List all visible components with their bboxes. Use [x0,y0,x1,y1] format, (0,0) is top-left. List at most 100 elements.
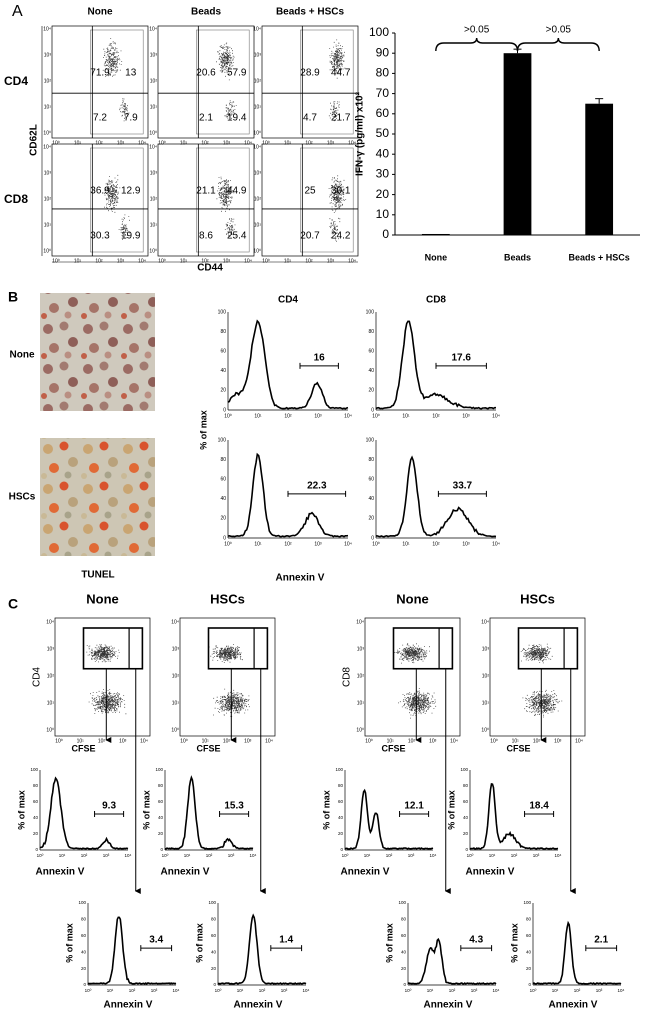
x-tick-label: 10⁴ [138,258,146,264]
y-tick-label: 10² [357,673,365,679]
y-tick-label: 10⁴ [43,26,51,32]
y-tick-label: 10⁴ [149,26,157,32]
y-tick-label: 10¹ [357,700,365,706]
y-tick-label: 10⁰ [149,248,157,254]
image-caption: TUNEL [81,570,114,581]
x-tick-label: 10¹ [59,853,66,858]
y-tick-label: 20 [81,966,87,971]
x-tick-label: 10⁴ [244,258,252,264]
x-tick-label: 10¹ [74,140,82,146]
histogram-curve [227,452,349,538]
row-label: HSCs [9,492,36,503]
x-tick-label: 10¹ [202,738,210,744]
plot-frame [51,25,149,139]
axis-label: CD44 [197,263,223,274]
quadrant-value: 30.1 [331,186,351,197]
gate-bar [524,811,555,817]
y-tick-label: 10⁰ [171,727,179,733]
y-tick-label: 100 [460,767,468,772]
significance-bracket [516,37,600,52]
x-tick-label: 10¹ [254,413,262,419]
y-tick-label: 20 [376,187,390,201]
x-tick-label: 10³ [327,140,335,146]
y-tick-label: 20 [220,516,226,522]
panel-label: C [8,596,18,612]
y-tick-label: 10⁴ [253,144,261,150]
plot-frame [179,617,276,737]
x-tick-label: 10⁰ [490,738,498,744]
tunel-image-hscs [40,438,155,556]
y-tick-label: 0 [223,535,226,541]
plot-frame [54,617,151,737]
x-tick-label: 10³ [228,853,235,858]
quadrant-value: 25.4 [227,230,247,241]
y-tick-label: 80 [526,917,532,922]
y-tick-label: 90 [376,45,390,59]
plot-frame [51,143,149,257]
y-tick-label: 10⁴ [46,619,54,625]
x-tick-label: 10⁰ [530,988,537,993]
x-axis-label: CFSE [71,743,95,753]
y-tick-label: 10⁰ [356,727,364,733]
y-tick-label: 80 [368,329,374,335]
x-tick-label: 10⁰ [52,258,60,264]
y-tick-label: 80 [220,457,226,463]
x-tick-label: 10³ [151,988,158,993]
histogram-curve [227,319,349,410]
x-tick-label: 10³ [327,258,335,264]
y-tick-label: 80 [376,66,390,80]
column-header: Beads [191,7,221,18]
y-tick-label: 20 [158,831,164,836]
x-tick-label: 10¹ [254,541,262,547]
y-tick-label: 60 [376,106,390,120]
y-tick-label: 80 [211,917,217,922]
y-tick-label: 20 [463,831,469,836]
gate-value: 33.7 [453,481,473,492]
axis-label: % of max [446,790,456,830]
column-header: CD4 [278,295,298,306]
axis-label: % of max [16,790,26,830]
x-tick-label: 10⁰ [342,853,349,858]
x-tick-label: 10³ [462,541,470,547]
x-tick-label: 10³ [223,140,231,146]
y-tick-label: 40 [220,368,226,374]
y-tick-label: 10⁴ [356,619,364,625]
y-tick-label: 80 [158,783,164,788]
y-tick-label: 20 [33,831,39,836]
y-tick-label: 20 [368,516,374,522]
gate-bar [299,362,339,369]
y-tick-label: 0 [83,982,86,987]
y-tick-label: 20 [338,831,344,836]
axis-label: Annexin V [36,867,85,878]
y-tick-label: 0 [223,407,226,413]
plot-frame [261,25,359,139]
x-tick-label: 10² [432,541,440,547]
y-tick-label: 20 [220,388,226,394]
gate-value: 15.3 [224,801,244,812]
gate-value: 16 [314,353,326,364]
y-tick-label: 10³ [44,170,52,176]
y-axis-label: IFN-γ (pg/ml) x10² [355,91,366,176]
x-tick-label: 10² [284,413,292,419]
quadrant-value: 30.3 [90,230,110,241]
quadrant-value: 21.7 [331,112,351,123]
y-tick-label: 40 [368,496,374,502]
y-tick-label: 40 [463,815,469,820]
quadrant-value: 2.1 [199,112,213,123]
y-tick-label: 10⁰ [43,130,51,136]
y-tick-label: 10² [172,673,180,679]
x-tick-label: 10⁴ [575,738,583,744]
x-tick-label: 10¹ [77,738,85,744]
x-tick-label: 10⁰ [224,413,232,419]
gate-bar [460,945,493,952]
quadrant-value: 25 [304,186,316,197]
y-tick-label: 10¹ [44,222,52,228]
gate-value: 18.4 [529,801,549,812]
y-tick-label: 0 [340,847,343,852]
x-tick-label: 10² [305,140,313,146]
y-tick-label: 40 [158,815,164,820]
x-tick-label: 10⁴ [492,541,500,547]
gate [82,627,144,670]
gate [90,29,144,135]
histogram-curve [376,455,497,538]
